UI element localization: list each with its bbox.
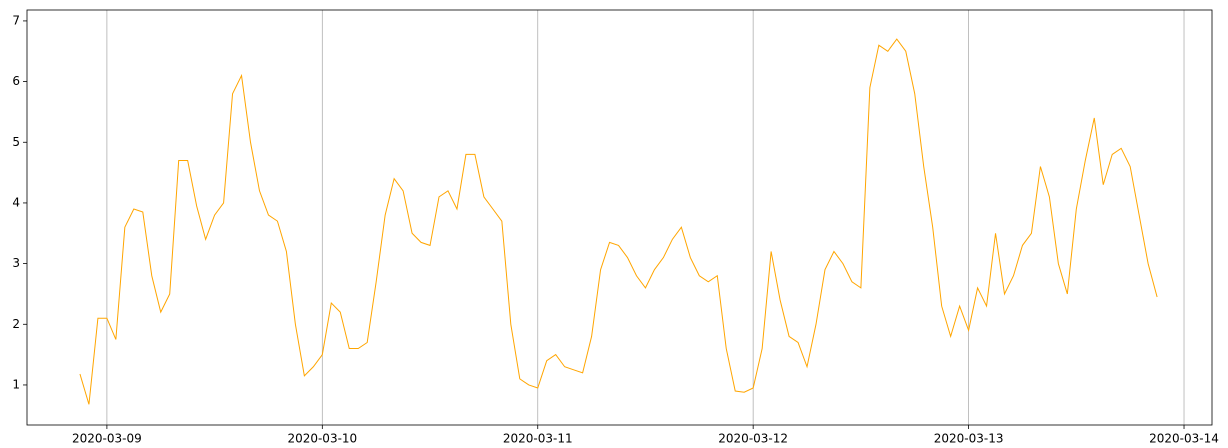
x-tick-label: 2020-03-13 xyxy=(934,432,1004,446)
x-tick-label: 2020-03-11 xyxy=(503,432,573,446)
plot-frame xyxy=(26,9,1213,426)
y-tick-label: 2 xyxy=(12,317,20,331)
x-tick-label: 2020-03-09 xyxy=(72,432,142,446)
x-tick-label: 2020-03-10 xyxy=(287,432,357,446)
x-tick-label: 2020-03-12 xyxy=(718,432,788,446)
data-line xyxy=(79,38,1158,405)
y-tick-label: 6 xyxy=(12,74,20,88)
y-tick-label: 7 xyxy=(12,13,20,27)
x-tick-label: 2020-03-14 xyxy=(1149,432,1219,446)
y-tick-label: 1 xyxy=(12,377,20,391)
y-tick-label: 4 xyxy=(12,195,20,209)
y-tick-label: 3 xyxy=(12,256,20,270)
y-tick-label: 5 xyxy=(12,135,20,149)
